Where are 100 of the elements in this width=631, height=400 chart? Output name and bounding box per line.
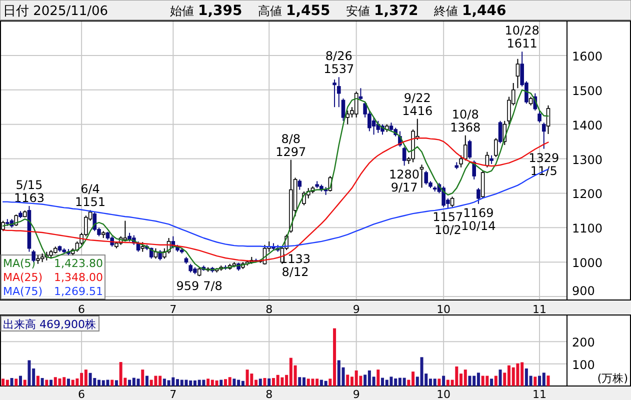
candlestick	[424, 170, 428, 186]
bar	[364, 374, 367, 386]
x-tick-label: 6	[78, 303, 86, 316]
x-tick-label: 7	[170, 303, 177, 316]
text: 始値 1,395	[170, 3, 242, 19]
bar	[50, 380, 53, 386]
candlestick	[298, 178, 302, 190]
y-tick-label: 200	[572, 336, 595, 350]
candlestick	[402, 146, 406, 166]
bar	[538, 376, 542, 386]
bar	[534, 376, 537, 386]
text: MA(25) 1,348.00	[3, 271, 103, 284]
bar	[420, 357, 424, 386]
annotation: 8/26 1537	[324, 49, 354, 76]
bar	[19, 376, 22, 386]
bar	[486, 376, 489, 386]
candlestick	[92, 212, 97, 232]
bar	[45, 380, 48, 386]
y-tick-label: 1500	[572, 84, 603, 98]
annotation: 8/8 1297	[276, 132, 306, 159]
bar	[276, 374, 280, 386]
bar	[464, 370, 467, 386]
bar	[354, 370, 358, 386]
bar	[324, 380, 328, 386]
candlestick	[140, 242, 145, 252]
candlestick	[468, 139, 472, 160]
bar	[84, 370, 88, 386]
x-tick-label: 8	[266, 303, 273, 316]
candlestick	[332, 79, 336, 108]
bar	[206, 378, 210, 386]
bar	[246, 370, 249, 386]
candlestick	[341, 98, 346, 122]
annotation: 10/8 1368	[450, 107, 481, 134]
x-tick-label: 6	[78, 388, 86, 400]
bar	[88, 372, 92, 386]
x-tick-label: 10	[436, 303, 451, 316]
candlestick	[476, 188, 480, 204]
bar	[141, 370, 144, 386]
annotation: 1280 9/17	[389, 168, 420, 195]
bar	[468, 376, 472, 386]
bar	[306, 378, 310, 386]
y-tick-label: 1000	[572, 256, 603, 270]
bar	[512, 367, 515, 386]
bar	[66, 378, 70, 386]
y-tick-label: 1400	[572, 118, 603, 132]
bar	[136, 378, 140, 386]
bar	[442, 376, 446, 386]
bar	[119, 362, 122, 386]
candlestick	[498, 120, 502, 144]
chart-title: 出来高 469,900株	[3, 318, 96, 331]
x-tick-label: 10	[436, 388, 451, 400]
bar	[438, 378, 441, 386]
bar	[6, 380, 9, 386]
text: 高値 1,455	[258, 3, 330, 19]
bar	[40, 378, 44, 386]
bar	[28, 360, 31, 386]
bar	[258, 378, 262, 386]
y-tick-label: 1200	[572, 187, 603, 202]
candlestick	[463, 134, 468, 161]
candlestick	[336, 76, 341, 108]
bar	[167, 380, 170, 386]
bar	[58, 378, 62, 386]
candlestick	[376, 120, 380, 134]
bar	[10, 378, 14, 386]
bar	[114, 380, 118, 386]
bar	[402, 378, 406, 386]
y-tick-label: 1100	[572, 222, 603, 236]
annotation: 6/4 1151	[75, 182, 106, 210]
bar	[128, 380, 132, 386]
bar	[154, 376, 158, 386]
candlestick	[546, 104, 550, 134]
bar	[172, 377, 175, 386]
bar	[228, 377, 232, 386]
bar	[150, 380, 153, 386]
x-tick-label: 11	[532, 303, 547, 316]
x-tick-label: 7	[170, 388, 177, 400]
bar	[102, 380, 105, 386]
text: MA(5) 1,423.80	[3, 257, 103, 270]
bar	[110, 380, 114, 386]
bar	[184, 380, 188, 386]
chart-title: 日付 2025/11/06	[3, 4, 108, 19]
bar	[263, 378, 266, 386]
bar	[220, 380, 223, 386]
bar	[23, 380, 26, 386]
annotation: 1157 10/2	[432, 210, 464, 238]
bar	[311, 378, 314, 386]
bar	[455, 366, 458, 386]
y-tick-label: 1300	[572, 152, 603, 167]
candlestick	[358, 88, 363, 101]
bar	[376, 370, 380, 386]
text: MA(75) 1,269.51	[3, 285, 103, 298]
bar	[202, 380, 206, 386]
annotation: 10/28 1611	[504, 24, 540, 51]
bar	[280, 377, 284, 386]
bar	[433, 378, 436, 386]
bar	[346, 374, 350, 386]
annotation: 1169 10/14	[461, 206, 496, 233]
annotation: 959 7/8	[176, 279, 222, 294]
x-tick-label: 9	[352, 388, 360, 400]
candlestick	[516, 58, 520, 89]
